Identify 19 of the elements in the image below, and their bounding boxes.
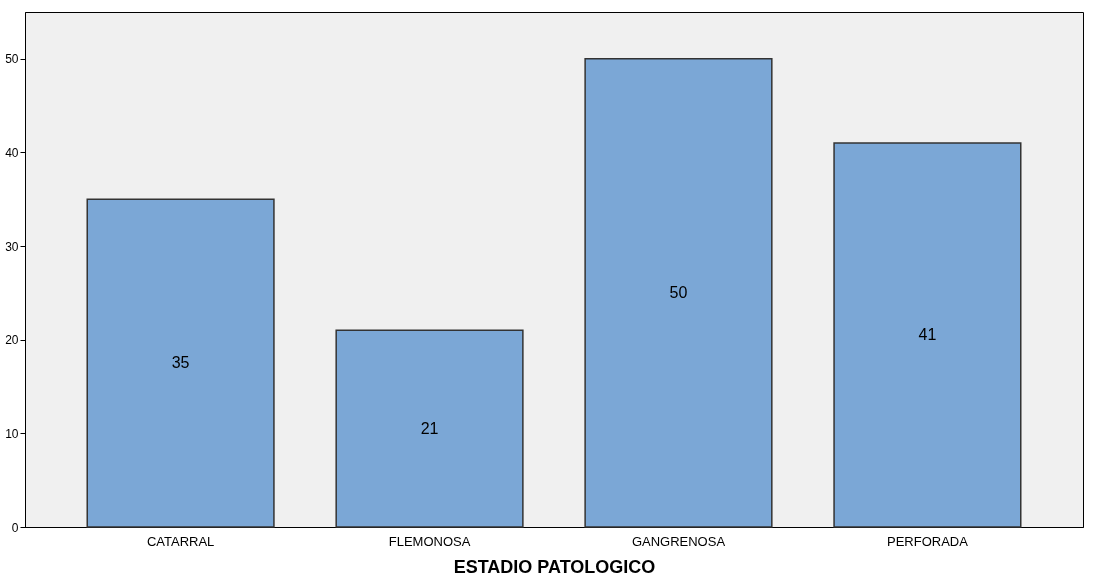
x-axis-title: ESTADIO PATOLOGICO	[453, 556, 656, 577]
y-tick-label: 40	[5, 145, 19, 160]
bar	[86, 198, 275, 528]
bar	[335, 329, 524, 528]
y-tick-label: 20	[5, 333, 19, 348]
bar	[584, 58, 773, 528]
x-tick-label: PERFORADA	[886, 533, 969, 549]
bar	[833, 142, 1022, 528]
x-tick-label: FLEMONOSA	[388, 533, 471, 549]
y-tick-label: 10	[5, 426, 19, 441]
data-label: 41	[918, 326, 937, 344]
x-tick-label: CATARRAL	[146, 533, 215, 549]
y-tick-label: 50	[5, 52, 19, 67]
data-label: 50	[669, 283, 688, 301]
y-tick-label: 0	[11, 520, 19, 535]
data-label: 35	[171, 354, 190, 372]
y-tick-label: 30	[5, 239, 19, 254]
data-label: 21	[420, 419, 439, 437]
x-tick-label: GANGRENOSA	[631, 533, 726, 549]
